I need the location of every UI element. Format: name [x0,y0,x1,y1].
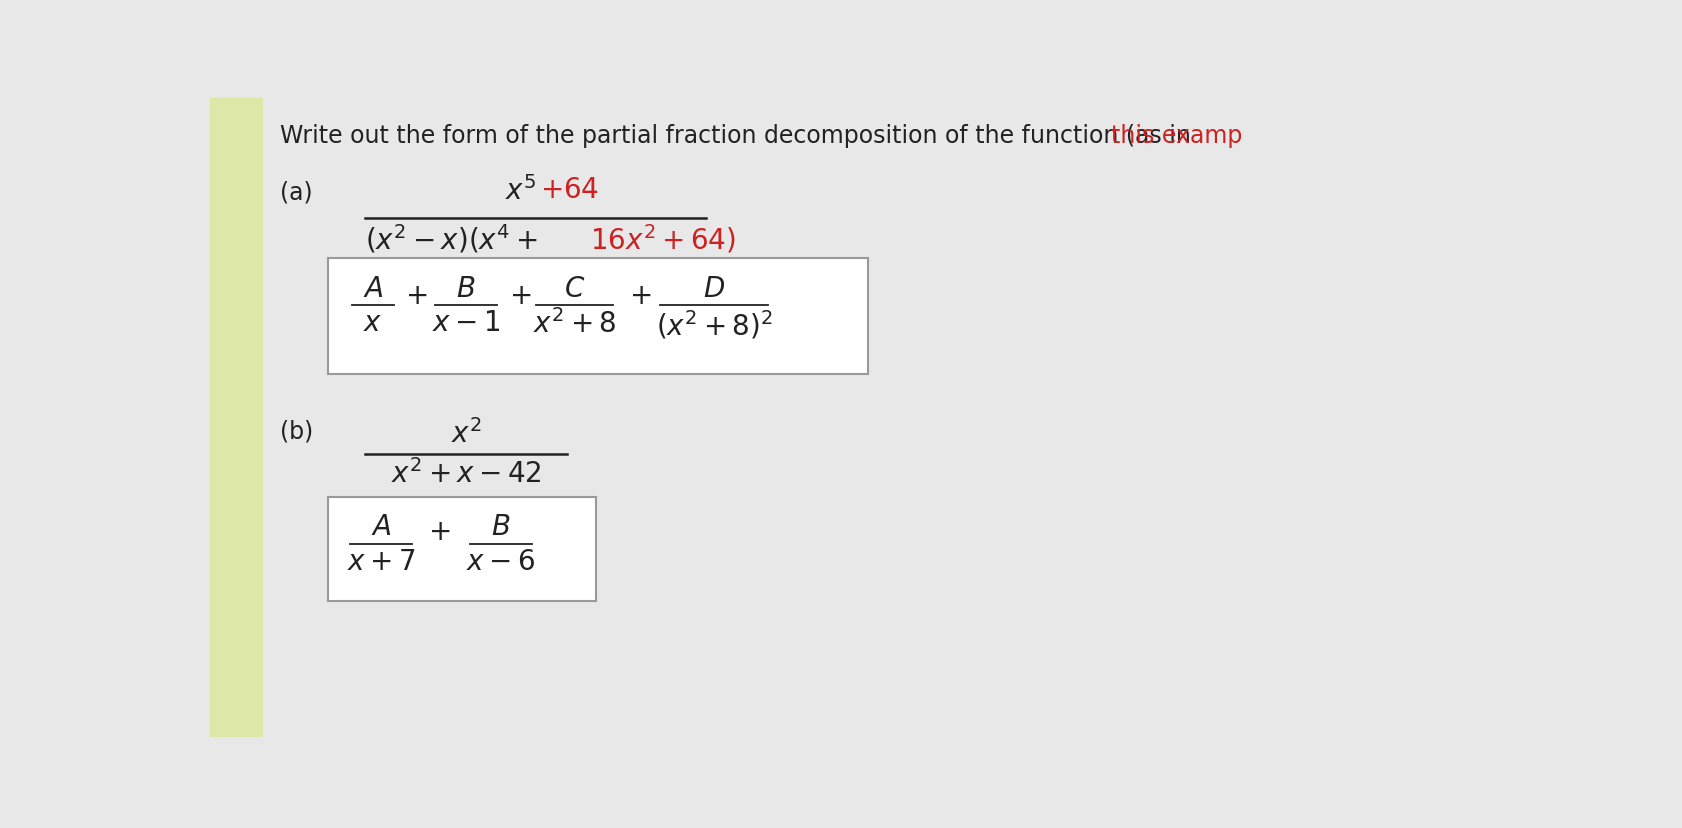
FancyBboxPatch shape [328,258,866,375]
Text: $+$: $+$ [510,282,532,310]
Text: Write out the form of the partial fraction decomposition of the function (as in: Write out the form of the partial fracti… [279,124,1198,148]
Text: $x+7$: $x+7$ [346,547,415,575]
Text: $(x^2 - x)(x^4 + $: $(x^2 - x)(x^4 + $ [365,223,538,255]
Text: $A$: $A$ [363,275,383,303]
Text: $(x^2+8)^2$: $(x^2+8)^2$ [656,309,772,341]
Text: $A$: $A$ [370,513,390,541]
Text: $16x^2 + 64)$: $16x^2 + 64)$ [590,223,735,255]
Text: this examp: this examp [1110,124,1241,148]
Bar [210,99,262,737]
Text: $+$: $+$ [427,518,449,546]
Text: $x^2$: $x^2$ [451,418,481,449]
Text: (a): (a) [279,181,313,204]
Text: $x-6$: $x-6$ [466,547,535,575]
Text: $+$: $+$ [629,282,651,310]
Text: $B$: $B$ [491,513,510,541]
Text: $x$: $x$ [363,309,382,336]
Text: $B$: $B$ [456,275,476,303]
Text: $+$: $+$ [404,282,427,310]
FancyBboxPatch shape [328,497,595,602]
Text: $x^5$: $x^5$ [505,176,535,206]
Text: $x-1$: $x-1$ [432,309,500,336]
Text: $C$: $C$ [563,275,585,303]
Text: $x^2+8$: $x^2+8$ [533,309,616,339]
Text: $+ 64$: $+ 64$ [540,176,599,205]
Text: $D$: $D$ [703,275,725,303]
Text: (b): (b) [279,418,313,442]
Text: $x^2 + x - 42$: $x^2 + x - 42$ [390,459,542,489]
